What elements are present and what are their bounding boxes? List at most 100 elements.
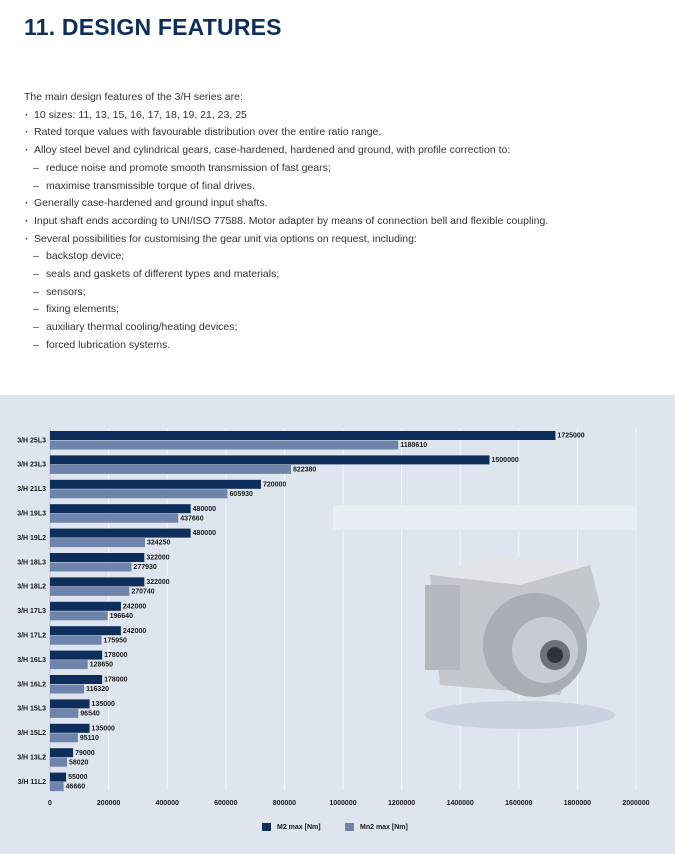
category-label: 3/H 16L2 <box>17 681 46 688</box>
value-label: 1725000 <box>557 433 584 440</box>
value-label: 196640 <box>110 613 133 620</box>
bar <box>50 699 90 709</box>
bar <box>50 601 121 611</box>
category-label: 3/H 19L2 <box>17 535 46 542</box>
x-tick-label: 1800000 <box>564 800 591 807</box>
x-tick-label: 1200000 <box>388 800 415 807</box>
bar <box>50 650 103 660</box>
feature-subitem: forced lubrication systems. <box>24 337 654 355</box>
feature-item: Rated torque values with favourable dist… <box>24 124 654 142</box>
bar <box>50 723 90 733</box>
feature-subitem: backstop device; <box>24 248 654 266</box>
x-tick-label: 2000000 <box>622 800 649 807</box>
feature-subitem: reduce noise and promote smooth transmis… <box>24 160 654 178</box>
bar <box>50 562 132 572</box>
value-label: 128650 <box>90 662 113 669</box>
value-label: 135000 <box>92 725 115 732</box>
decor-band <box>333 505 635 530</box>
x-tick-label: 1600000 <box>505 800 532 807</box>
value-label: 116320 <box>86 686 109 693</box>
category-label: 3/H 13L2 <box>17 755 46 762</box>
bar <box>50 660 88 670</box>
bar <box>50 455 490 465</box>
bar <box>50 708 79 718</box>
value-label: 175950 <box>104 637 127 644</box>
value-label: 46660 <box>66 784 86 791</box>
flange <box>425 585 460 670</box>
feature-subitem: seals and gaskets of different types and… <box>24 266 654 284</box>
feature-list: 10 sizes: 11, 13, 15, 16, 17, 18, 19, 21… <box>24 107 654 355</box>
category-label: 3/H 18L2 <box>17 584 46 591</box>
value-label: 277930 <box>133 564 156 571</box>
feature-item: Generally case-hardened and ground input… <box>24 195 654 213</box>
category-label: 3/H 11L2 <box>18 779 47 786</box>
feature-item: Alloy steel bevel and cylindrical gears,… <box>24 142 654 160</box>
category-label: 3/H 17L3 <box>17 608 46 615</box>
value-label: 822380 <box>293 466 316 473</box>
value-label: 322000 <box>146 579 169 586</box>
value-label: 135000 <box>92 701 115 708</box>
x-tick-label: 800000 <box>273 800 296 807</box>
feature-subitem: sensors; <box>24 284 654 302</box>
feature-subitem: fixing elements; <box>24 301 654 319</box>
bar <box>50 733 78 743</box>
category-label: 3/H 23L3 <box>17 462 46 469</box>
category-label: 3/H 18L3 <box>17 559 46 566</box>
feature-subitem: maximise transmissible torque of final d… <box>24 178 654 196</box>
value-label: 324250 <box>147 540 170 547</box>
feature-item: 10 sizes: 11, 13, 15, 16, 17, 18, 19, 21… <box>24 107 654 125</box>
value-label: 242000 <box>123 628 146 635</box>
bar <box>50 440 399 450</box>
bar <box>50 772 67 782</box>
chart: 0 200000 400000 600000 800000 1000000 1200000 1… <box>0 395 675 854</box>
feature-item: Input shaft ends according to UNI/ISO 77… <box>24 213 654 231</box>
bar <box>50 586 130 596</box>
category-label: 3/H 15L2 <box>17 730 46 737</box>
value-label: 79000 <box>75 750 95 757</box>
value-label: 55000 <box>68 774 88 781</box>
bar <box>50 626 121 636</box>
legend-swatch <box>262 823 271 831</box>
bar <box>50 635 102 645</box>
x-tick-label: 0 <box>48 800 52 807</box>
legend-label: M2 max [Nm] <box>277 824 321 831</box>
x-tick-label: 600000 <box>214 800 237 807</box>
value-label: 96540 <box>80 710 100 717</box>
bar <box>50 538 146 548</box>
category-label: 3/H 21L3 <box>17 486 46 493</box>
legend-label: Mn2 max [Nm] <box>360 824 408 831</box>
value-label: 480000 <box>193 506 216 513</box>
category-label: 3/H 19L3 <box>17 511 46 518</box>
features-text: The main design features of the 3/H seri… <box>24 89 654 355</box>
value-label: 95110 <box>80 735 99 742</box>
value-label: 1188610 <box>400 442 427 449</box>
x-tick-label: 200000 <box>97 800 120 807</box>
legend-swatch <box>345 823 354 831</box>
gearbox-image <box>425 555 615 729</box>
bar <box>50 553 145 562</box>
value-label: 605930 <box>230 491 253 498</box>
value-label: 322000 <box>146 555 169 562</box>
value-label: 58020 <box>69 759 89 766</box>
x-tick-label: 1000000 <box>329 800 356 807</box>
feature-subitem: auxiliary thermal cooling/heating device… <box>24 319 654 337</box>
value-label: 242000 <box>123 603 146 610</box>
category-label: 3/H 16L3 <box>17 657 46 664</box>
bar <box>50 513 179 523</box>
value-label: 1500000 <box>492 457 519 464</box>
x-tick-label: 400000 <box>156 800 179 807</box>
bar <box>50 782 64 792</box>
bar <box>50 684 85 694</box>
intro: The main design features of the 3/H seri… <box>24 91 243 103</box>
value-label: 480000 <box>193 530 216 537</box>
bar <box>50 748 74 758</box>
bar <box>50 528 191 538</box>
shadow <box>425 701 615 729</box>
bar <box>50 577 145 587</box>
value-label: 178000 <box>104 677 127 684</box>
shaft-bore <box>547 647 563 663</box>
bar <box>50 757 67 767</box>
feature-item: Several possibilities for customising th… <box>24 231 654 249</box>
category-label: 3/H 25L3 <box>17 437 46 444</box>
